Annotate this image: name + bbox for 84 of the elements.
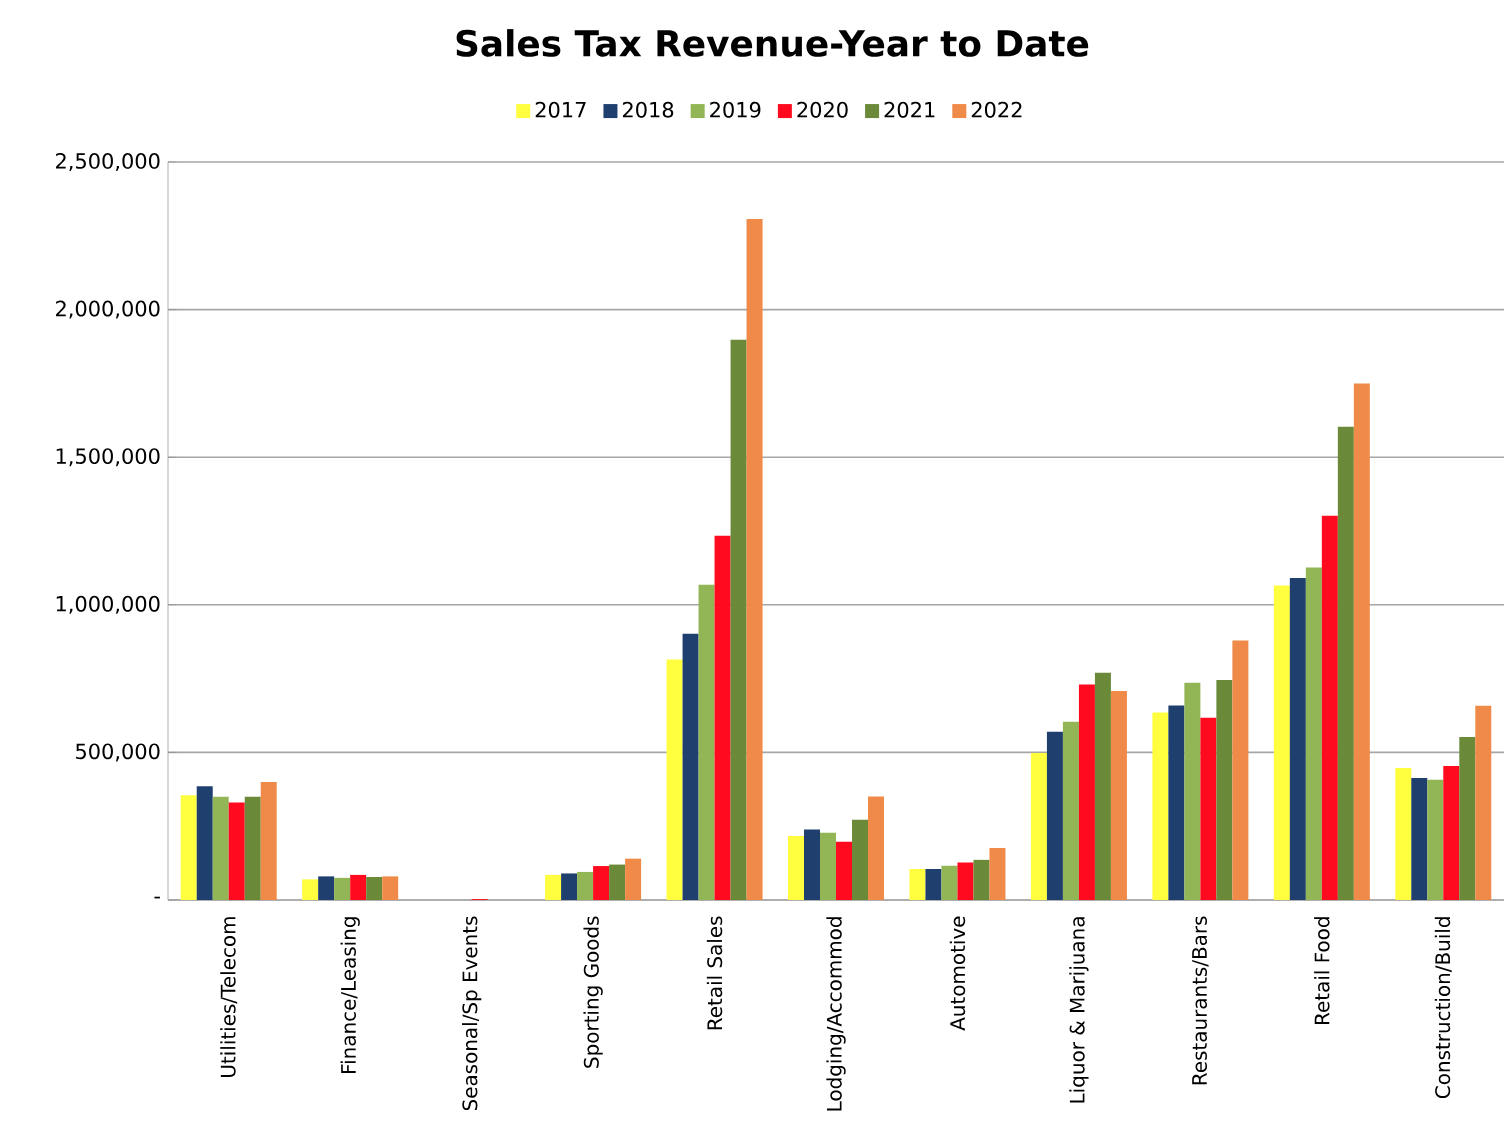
bar bbox=[1046, 731, 1063, 900]
bar bbox=[1353, 383, 1370, 900]
bar bbox=[260, 781, 277, 900]
bar bbox=[836, 841, 853, 900]
bar bbox=[577, 871, 594, 900]
bar bbox=[382, 876, 399, 900]
bar bbox=[334, 877, 351, 900]
y-tick-label: 1,500,000 bbox=[56, 448, 160, 467]
legend-label: 2017 bbox=[535, 101, 586, 118]
bar bbox=[941, 865, 958, 900]
bar bbox=[302, 879, 319, 900]
bar bbox=[1062, 721, 1079, 900]
bar bbox=[625, 858, 642, 900]
y-tick-label: 500,000 bbox=[76, 743, 160, 762]
bar bbox=[1321, 515, 1338, 900]
bar bbox=[366, 876, 383, 900]
x-tick-label: Construction/Build bbox=[1434, 917, 1452, 1099]
y-tick-label: 2,500,000 bbox=[56, 153, 160, 171]
bar bbox=[545, 874, 562, 900]
legend-label: 2018 bbox=[622, 101, 674, 118]
x-tick-label: Sporting Goods bbox=[583, 916, 603, 1068]
bar bbox=[1395, 768, 1412, 900]
bar bbox=[666, 659, 683, 900]
x-tick-label: Retail Sales bbox=[706, 916, 723, 1030]
bar bbox=[318, 876, 335, 900]
bar bbox=[609, 864, 626, 900]
bar bbox=[804, 829, 821, 900]
bar bbox=[1200, 717, 1217, 900]
bar bbox=[350, 874, 367, 900]
bar bbox=[212, 796, 229, 900]
x-tick-label: Restaurants/Bars bbox=[1192, 916, 1209, 1085]
x-tick-label: Retail Food bbox=[1314, 917, 1330, 1024]
x-tick-label: Seasonal/Sp Events bbox=[461, 916, 482, 1111]
x-tick-label: Lodging/Accommod bbox=[826, 917, 846, 1111]
bar bbox=[1443, 765, 1460, 900]
chart-title: Sales Tax Revenue-Year to Date bbox=[456, 29, 1089, 57]
bar bbox=[180, 795, 197, 900]
bar bbox=[1305, 567, 1322, 900]
bar bbox=[1475, 705, 1492, 900]
bar bbox=[973, 859, 990, 900]
bar bbox=[593, 866, 610, 900]
bar bbox=[852, 819, 869, 900]
x-tick-label: Automotive bbox=[949, 916, 966, 1031]
legend-label: 2021 bbox=[884, 101, 935, 118]
legend-label: 2022 bbox=[971, 101, 1022, 118]
legend-label: 2020 bbox=[797, 101, 848, 118]
bar bbox=[909, 869, 926, 900]
bar bbox=[1273, 585, 1290, 900]
bar bbox=[196, 786, 213, 900]
bar bbox=[1216, 680, 1233, 900]
x-tick-label: Liquor & Marijuana bbox=[1069, 917, 1089, 1103]
bar bbox=[1094, 672, 1111, 900]
y-tick-label: - bbox=[154, 896, 160, 899]
bar bbox=[228, 802, 245, 900]
bar bbox=[1152, 712, 1169, 900]
bar bbox=[868, 796, 885, 900]
bar bbox=[1427, 779, 1444, 900]
bar bbox=[1459, 737, 1476, 900]
x-tick-label: Utilities/Telecom bbox=[220, 917, 238, 1077]
bar bbox=[957, 862, 974, 900]
bar bbox=[1168, 705, 1185, 900]
bar bbox=[1337, 426, 1354, 900]
bar bbox=[1110, 691, 1127, 900]
bar bbox=[820, 832, 837, 900]
bar bbox=[1411, 778, 1428, 900]
bar bbox=[698, 584, 715, 900]
bar bbox=[244, 796, 261, 900]
bar bbox=[730, 339, 747, 900]
bar bbox=[1184, 682, 1201, 900]
y-tick-label: 1,000,000 bbox=[56, 595, 160, 614]
legend-label: 2019 bbox=[710, 101, 761, 118]
bar bbox=[714, 535, 731, 900]
bar bbox=[1078, 684, 1095, 900]
bar bbox=[561, 873, 578, 900]
x-tick-label: Finance/Leasing bbox=[340, 917, 360, 1073]
bar bbox=[1232, 640, 1249, 900]
bar bbox=[989, 848, 1006, 900]
bar bbox=[682, 633, 699, 900]
bar bbox=[1289, 577, 1306, 900]
bar bbox=[788, 835, 805, 900]
bar bbox=[1030, 752, 1047, 900]
y-tick-label: 2,000,000 bbox=[56, 300, 160, 319]
bar bbox=[746, 218, 763, 900]
bar bbox=[925, 869, 942, 900]
